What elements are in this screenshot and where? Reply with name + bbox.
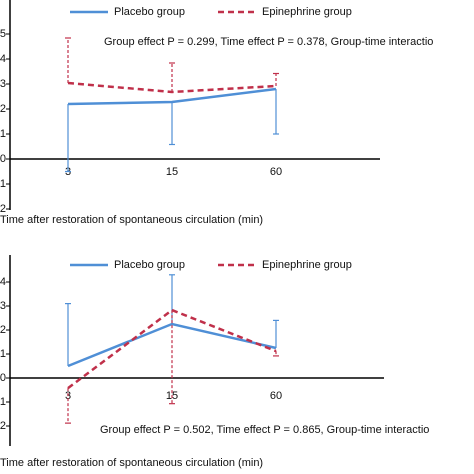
y-tick-label: -1 bbox=[0, 178, 6, 190]
y-tick-label: 3 bbox=[0, 300, 6, 312]
x-tick-label: 60 bbox=[270, 390, 282, 402]
y-tick-label: 1 bbox=[0, 128, 6, 140]
legend-label: Epinephrine group bbox=[262, 259, 352, 271]
y-tick-label: 4 bbox=[0, 276, 6, 288]
series-line bbox=[67, 81, 277, 94]
y-tick-label: -1 bbox=[0, 396, 6, 408]
y-tick-label: 2 bbox=[0, 324, 6, 336]
y-tick-label: -2 bbox=[0, 420, 6, 432]
y-tick-label: 3 bbox=[0, 78, 6, 90]
annotation: Group effect P = 0.502, Time effect P = … bbox=[100, 424, 429, 436]
y-tick-label: -2 bbox=[0, 203, 6, 215]
legend-label: Placebo group bbox=[114, 6, 185, 18]
legend-label: Epinephrine group bbox=[262, 6, 352, 18]
x-tick-label: 60 bbox=[270, 166, 282, 178]
series-line bbox=[67, 322, 277, 368]
y-tick-label: 0 bbox=[0, 372, 6, 384]
series-line bbox=[67, 87, 277, 106]
legend-label: Placebo group bbox=[114, 259, 185, 271]
y-tick-label: 5 bbox=[0, 28, 6, 40]
x-tick-label: 15 bbox=[166, 166, 178, 178]
series-line bbox=[67, 308, 277, 390]
y-tick-label: 1 bbox=[0, 348, 6, 360]
y-tick-label: 0 bbox=[0, 153, 6, 165]
y-tick-label: 4 bbox=[0, 53, 6, 65]
x-axis-label: Time after restoration of spontaneous ci… bbox=[0, 214, 263, 226]
x-axis-label: Time after restoration of spontaneous ci… bbox=[0, 457, 263, 469]
y-tick-label: 2 bbox=[0, 103, 6, 115]
annotation: Group effect P = 0.299, Time effect P = … bbox=[104, 36, 433, 48]
